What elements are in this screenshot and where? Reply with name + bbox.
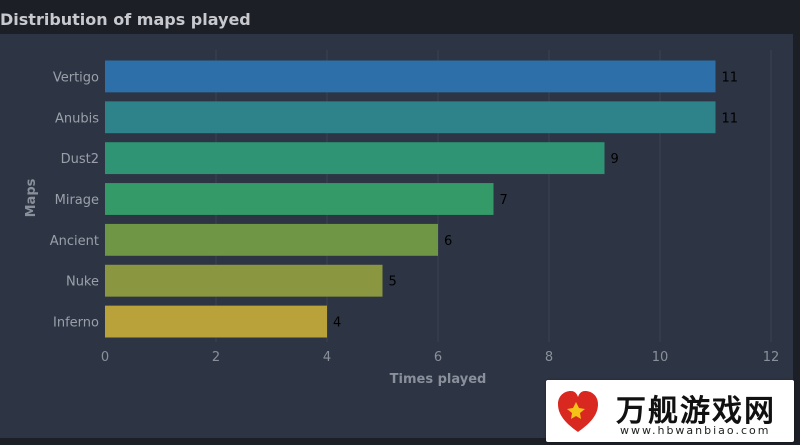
y-tick-label: Dust2: [61, 152, 99, 167]
x-tick-label: 10: [652, 350, 669, 365]
bar-anubis: [105, 101, 716, 134]
x-tick-label: 8: [545, 350, 553, 365]
data-label: 11: [722, 111, 739, 126]
bar-ancient: [105, 223, 438, 256]
bar-dust2: [105, 142, 605, 175]
x-tick-label: 0: [101, 350, 109, 365]
x-axis-label: Times played: [390, 372, 487, 387]
chart-title: Distribution of maps played: [0, 10, 251, 29]
data-label: 11: [722, 70, 739, 85]
y-tick-label: Vertigo: [53, 70, 99, 85]
watermark-logo-icon: [558, 391, 598, 432]
x-tick-label: 4: [323, 350, 331, 365]
x-tick-label: 6: [434, 350, 442, 365]
y-axis-label: Maps: [24, 178, 39, 217]
data-label: 9: [611, 152, 619, 167]
y-tick-label: Nuke: [66, 275, 99, 290]
x-tick-label: 2: [212, 350, 220, 365]
bar-inferno: [105, 305, 327, 338]
data-label: 7: [500, 193, 508, 208]
y-tick-label: Ancient: [50, 234, 99, 249]
y-tick-label: Anubis: [55, 111, 99, 126]
bar-nuke: [105, 264, 383, 297]
watermark-brand: 万舰游戏网: [616, 394, 776, 429]
data-label: 6: [444, 234, 452, 249]
y-tick-label: Inferno: [53, 316, 99, 331]
bar-vertigo: [105, 60, 716, 93]
y-tick-label: Mirage: [55, 193, 99, 208]
x-tick-label: 12: [763, 350, 780, 365]
data-label: 5: [389, 275, 397, 290]
watermark: 万舰游戏网 www.hbwanbiao.com: [546, 380, 794, 442]
bar-mirage: [105, 183, 494, 215]
data-label: 4: [333, 316, 341, 331]
watermark-url: www.hbwanbiao.com: [620, 424, 771, 437]
